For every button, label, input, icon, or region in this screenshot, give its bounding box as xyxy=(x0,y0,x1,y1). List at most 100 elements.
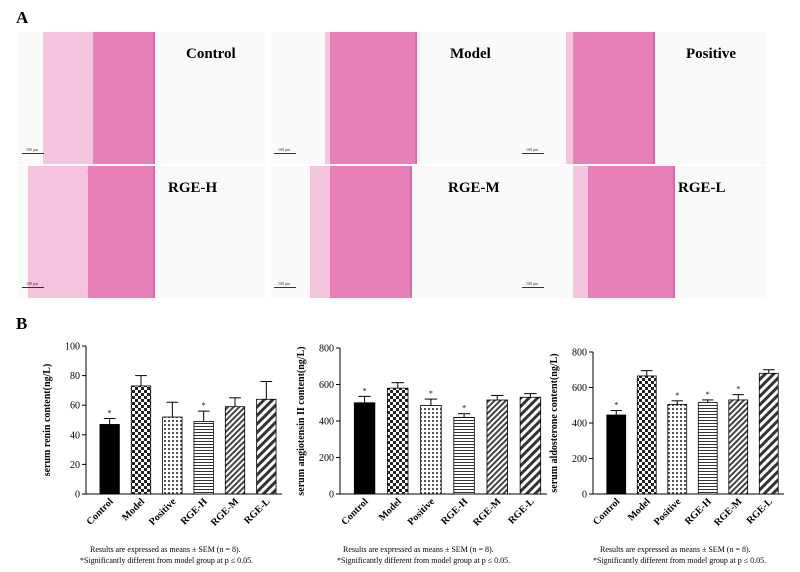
chart-3-y-tick-label: 200 xyxy=(572,454,587,465)
chart-2-significance-marker: * xyxy=(429,389,433,398)
chart-1-significance-marker: * xyxy=(202,401,206,410)
chart-1-bar-control xyxy=(99,424,120,495)
chart-2-bar-control xyxy=(353,402,376,495)
chart-3-significance-marker: * xyxy=(736,385,740,394)
chart-3-significance-marker: * xyxy=(614,401,618,410)
chart-3-y-tick-label: 800 xyxy=(572,348,587,359)
chart-3-category-label: Positive xyxy=(652,496,684,528)
chart-1-y-tick-label: 0 xyxy=(75,490,80,501)
histology-label: RGE-M xyxy=(448,180,500,196)
chart-3-category-label: RGE-H xyxy=(683,496,714,527)
chart-2-category-label: Positive xyxy=(406,496,438,528)
scale-bar xyxy=(22,153,44,154)
chart-1-bar-rge-h xyxy=(193,421,214,495)
chart-3-bar-rge-m xyxy=(728,399,749,495)
chart-2-bar-rge-h xyxy=(453,416,475,495)
chart-1-y-tick-label: 100 xyxy=(65,342,80,353)
chart-3-category-label: Model xyxy=(626,496,653,523)
scale-bar xyxy=(274,287,296,288)
chart-2-y-tick-label: 0 xyxy=(329,490,334,501)
scale-bar-label: 100 μm xyxy=(278,147,291,152)
scale-bar-label: 100 μm xyxy=(526,147,539,152)
chart-1-y-axis-label: serum renin content(ng/L) xyxy=(42,364,53,477)
chart-2-bar-positive xyxy=(420,405,442,495)
chart-1-bar-rge-l xyxy=(256,398,277,495)
chart-1-y-tick-label: 80 xyxy=(70,371,80,382)
chart-3-bar-model xyxy=(636,375,657,495)
chart-3-bar-control xyxy=(606,414,627,495)
chart-2-category-label: Control xyxy=(339,496,370,527)
media-layer xyxy=(93,32,155,164)
scale-bar xyxy=(522,287,544,288)
chart-3-significance-marker: * xyxy=(675,391,679,400)
chart-3-significance-marker: * xyxy=(706,390,710,399)
scale-bar-label: 100 μm xyxy=(526,281,539,286)
histology-image-control: Control 100 μm xyxy=(18,32,266,164)
chart-2-bar-rge-m xyxy=(486,399,508,495)
chart-3-bar-rge-l xyxy=(758,372,779,495)
chart-1-y-tick-label: 40 xyxy=(70,430,80,441)
media-layer xyxy=(330,32,417,164)
chart-1-category-label: RGE-L xyxy=(242,496,272,526)
scale-bar xyxy=(274,153,296,154)
chart-1-category-label: Positive xyxy=(147,496,179,528)
footnote-1-line-2: *Significantly different from model grou… xyxy=(80,556,254,565)
scale-bar xyxy=(522,153,544,154)
chart-2-y-axis-label: serum angiotensin II content(ng/L) xyxy=(296,346,307,495)
chart-1-category-label: Model xyxy=(120,496,147,523)
chart-3-category-label: Control xyxy=(591,496,622,527)
chart-3-y-axis-label: serum aldosterone content(ng/L) xyxy=(549,353,560,492)
chart-1-category-label: RGE-M xyxy=(209,496,242,529)
chart-3-category-label: RGE-M xyxy=(712,496,745,529)
chart-1-bar-positive xyxy=(162,416,183,495)
footnote-3-line-1: Results are expressed as means ± SEM (n … xyxy=(600,545,751,554)
histology-label: Control xyxy=(186,46,236,62)
histology-label: RGE-H xyxy=(168,180,218,196)
chart-2-bar-rge-l xyxy=(519,396,542,495)
chart-1-y-tick-label: 60 xyxy=(70,401,80,412)
adventitia-layer xyxy=(43,32,93,164)
adventitia-layer xyxy=(28,166,88,298)
histology-image-model: Model 100 μm xyxy=(270,32,518,164)
chart-1-bar-rge-m xyxy=(224,406,246,495)
adventitia-layer xyxy=(566,32,573,164)
footnote-3-line-2: *Significantly different from model grou… xyxy=(593,556,767,565)
chart-1-category-label: RGE-H xyxy=(179,496,210,527)
scale-bar xyxy=(22,287,44,288)
histology-image-rge-m: RGE-M 100 μm xyxy=(270,166,518,298)
media-layer xyxy=(88,166,155,298)
footnote-2-line-2: *Significantly different from model grou… xyxy=(337,556,511,565)
panel-a-letter: A xyxy=(16,8,29,27)
chart-3-y-tick-label: 600 xyxy=(572,383,587,394)
footnote-1-line-1: Results are expressed as means ± SEM (n … xyxy=(90,545,241,554)
scale-bar-label: 100 μm xyxy=(278,281,291,286)
scale-bar-label: 100 μm xyxy=(26,281,39,286)
chart-1-category-label: Control xyxy=(85,496,116,527)
chart-2-category-label: RGE-M xyxy=(471,496,504,529)
adventitia-layer xyxy=(310,166,330,298)
chart-2-category-label: RGE-H xyxy=(439,496,470,527)
adventitia-layer xyxy=(325,32,330,164)
footnote-2-line-1: Results are expressed as means ± SEM (n … xyxy=(343,545,494,554)
chart-2-y-tick-label: 400 xyxy=(319,417,334,428)
histology-label: Positive xyxy=(686,46,736,62)
chart-2-y-tick-label: 600 xyxy=(319,380,334,391)
panel-b-letter: B xyxy=(16,314,28,333)
chart-2-category-label: RGE-L xyxy=(506,496,536,526)
scale-bar-label: 100 μm xyxy=(26,147,39,152)
chart-2-significance-marker: * xyxy=(363,386,367,395)
histology-label: Model xyxy=(450,46,491,62)
histology-image-rge-h: RGE-H 100 μm xyxy=(18,166,266,298)
chart-1-y-tick-label: 20 xyxy=(70,460,80,471)
adventitia-layer xyxy=(573,166,588,298)
chart-3-bar-positive xyxy=(667,403,688,495)
histology-image-rge-l: RGE-L 100 μm xyxy=(518,166,766,298)
chart-2-significance-marker: * xyxy=(462,404,466,413)
chart-3-category-label: RGE-L xyxy=(745,496,775,526)
media-layer xyxy=(588,166,675,298)
chart-2-bar-model xyxy=(387,387,409,495)
chart-3-y-tick-label: 0 xyxy=(582,490,587,501)
chart-1-significance-marker: * xyxy=(108,409,112,418)
media-layer xyxy=(330,166,412,298)
chart-2-y-tick-label: 200 xyxy=(319,453,334,464)
